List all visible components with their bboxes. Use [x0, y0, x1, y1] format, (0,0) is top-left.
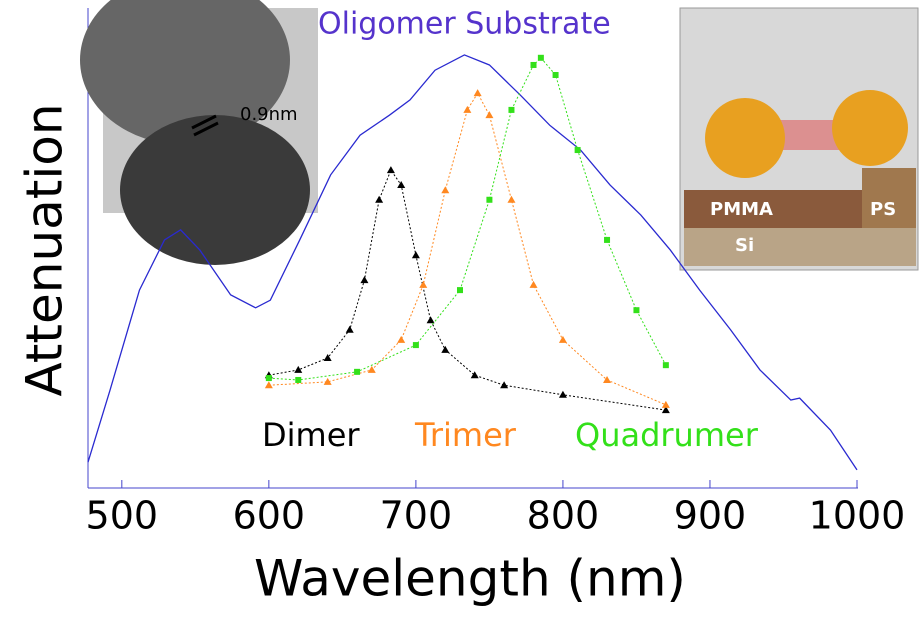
data-point [574, 147, 581, 154]
data-point [295, 376, 302, 383]
data-point [294, 365, 303, 373]
data-point [558, 335, 567, 343]
data-point [412, 342, 419, 349]
data-point [397, 180, 406, 188]
series-label: Oligomer Substrate [318, 7, 611, 42]
data-point [441, 186, 450, 194]
data-point [486, 196, 493, 203]
data-point [323, 377, 332, 385]
series-line [87, 54, 858, 471]
data-point [354, 368, 361, 375]
data-point [473, 89, 482, 97]
data-point [500, 381, 509, 389]
data-point [367, 365, 376, 373]
data-point [537, 54, 544, 61]
data-point [441, 345, 450, 353]
inset-label: 0.9nm [240, 104, 298, 125]
data-point [530, 61, 537, 68]
inset-label: Si [735, 235, 754, 256]
series-label: Trimer [414, 416, 517, 454]
inset-label: PS [870, 199, 896, 220]
data-point [345, 325, 354, 333]
data-point [552, 72, 559, 79]
data-point [558, 390, 567, 398]
x-tick-label: 800 [527, 494, 600, 538]
series-line [268, 92, 667, 406]
data-point [386, 166, 395, 174]
data-point [264, 381, 273, 389]
data-point [323, 353, 332, 361]
x-tick-label: 900 [674, 494, 747, 538]
series-label: Quadrumer [575, 416, 759, 454]
data-point [661, 400, 670, 408]
y-axis-label: Attenuation [16, 103, 74, 396]
x-tick-label: 600 [233, 494, 306, 538]
tem-inset: 0.9nm [80, 0, 318, 265]
data-point [426, 316, 435, 324]
data-point [375, 195, 384, 203]
data-point [661, 406, 670, 414]
series-line [268, 57, 667, 381]
data-point [419, 280, 428, 288]
data-point [470, 371, 479, 379]
data-point [508, 106, 515, 113]
data-point [662, 362, 669, 369]
x-tick-label: 500 [86, 494, 159, 538]
series-label: Dimer [262, 416, 360, 454]
x-tick-label: 700 [380, 494, 453, 538]
data-point [265, 375, 272, 382]
data-point [411, 251, 420, 259]
data-point [603, 375, 612, 383]
data-point [485, 111, 494, 119]
data-point [397, 335, 406, 343]
data-point [463, 105, 472, 113]
series-line [268, 169, 666, 411]
data-point [633, 307, 640, 314]
x-axis-label: Wavelength (nm) [254, 550, 686, 608]
data-point [604, 236, 611, 243]
data-point [529, 280, 538, 288]
x-tick-label: 1000 [809, 494, 906, 538]
data-point [360, 276, 369, 284]
inset-label: PMMA [710, 199, 773, 220]
data-point [507, 195, 516, 203]
schematic-inset: PMMA PS Si [679, 7, 919, 271]
data-point [457, 287, 464, 294]
